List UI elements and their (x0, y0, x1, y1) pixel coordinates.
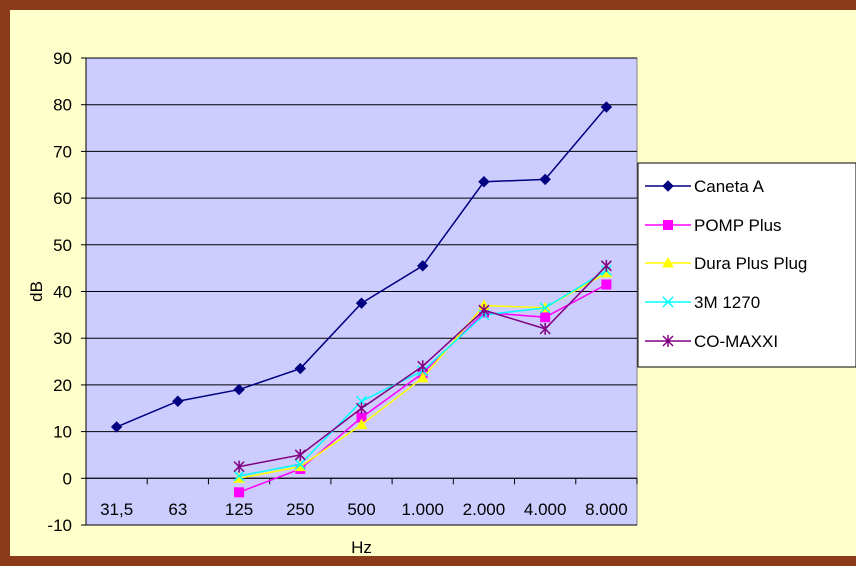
y-axis-title: dB (27, 281, 46, 302)
x-axis-title: Hz (351, 538, 372, 557)
y-tick-label: 0 (63, 469, 72, 488)
y-tick-label: 50 (53, 236, 72, 255)
data-point (355, 297, 368, 309)
y-tick-label: 40 (53, 283, 72, 302)
x-tick-label: 500 (347, 500, 375, 519)
data-point (540, 312, 551, 323)
y-tick-label: -10 (47, 516, 72, 535)
data-point (478, 176, 490, 188)
data-point (600, 259, 612, 272)
x-tick-label: 31,5 (100, 500, 133, 519)
series-1 (110, 101, 613, 433)
legend-swatch-marker (662, 180, 674, 192)
data-point (539, 173, 551, 186)
data-point (233, 460, 245, 473)
legend-swatch-marker (663, 220, 673, 230)
y-tick-label: 90 (53, 49, 72, 68)
y-tick-label: 60 (53, 189, 72, 208)
data-point (233, 470, 245, 482)
legend-label: POMP Plus (694, 216, 782, 235)
data-point (478, 304, 490, 317)
data-point (417, 260, 429, 272)
data-point (294, 448, 306, 461)
x-tick-label: 63 (168, 500, 187, 519)
data-point (539, 302, 551, 314)
x-tick-label: 4.000 (524, 500, 567, 519)
legend-swatch-marker (662, 296, 674, 308)
legend-item: 3M 1270 (645, 293, 760, 312)
y-tick-label: 20 (53, 376, 72, 395)
data-point (355, 418, 368, 430)
y-tick-label: 80 (53, 96, 72, 115)
legend-item: POMP Plus (645, 216, 782, 235)
data-point (233, 383, 245, 396)
x-tick-label: 125 (225, 500, 253, 519)
series-5 (233, 259, 612, 473)
y-tick-label: 70 (53, 142, 72, 161)
y-tick-label: 30 (53, 329, 72, 348)
data-point (600, 101, 613, 113)
y-axis-ticks: -10 0 10 20 30 40 50 60 70 80 90 (47, 49, 86, 535)
data-point (417, 360, 429, 373)
legend-item: Caneta A (645, 177, 765, 196)
legend-label: CO-MAXXI (694, 332, 778, 351)
legend-label: 3M 1270 (694, 293, 760, 312)
x-tick-label: 1.000 (401, 500, 444, 519)
data-point (601, 279, 612, 290)
data-point (416, 371, 429, 383)
legend: Caneta A POMP Plus Dura Plus Plug 3M 1270 C… (637, 162, 856, 368)
data-point (172, 395, 184, 407)
data-point (294, 362, 306, 375)
x-tick-label: 2.000 (463, 500, 506, 519)
legend-label: Dura Plus Plug (694, 254, 807, 273)
data-point (234, 487, 245, 498)
legend-label: Caneta A (694, 177, 765, 196)
legend-item: CO-MAXXI (645, 332, 778, 351)
x-axis-ticks: 31,5 63 125 250 500 1.000 2.000 4.000 8.000 (85, 477, 638, 519)
legend-box (637, 162, 856, 368)
x-tick-label: 8.000 (585, 500, 628, 519)
data-point (355, 402, 368, 415)
x-tick-label: 250 (286, 500, 314, 519)
legend-swatch-marker (662, 256, 674, 268)
data-point (110, 421, 123, 433)
legend-item: Dura Plus Plug (645, 254, 807, 273)
y-tick-label: 10 (53, 423, 72, 442)
data-point (539, 322, 551, 335)
series-layer (110, 101, 613, 498)
legend-swatch-marker (662, 335, 674, 347)
data-point (294, 458, 306, 470)
